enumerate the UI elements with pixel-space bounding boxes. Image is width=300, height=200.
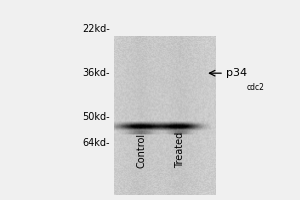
Text: 22kd-: 22kd-	[82, 24, 110, 34]
Text: cdc2: cdc2	[247, 83, 264, 92]
Text: 36kd-: 36kd-	[82, 68, 110, 78]
Text: 50kd-: 50kd-	[82, 112, 110, 122]
Text: p34: p34	[226, 68, 247, 78]
Text: Control: Control	[136, 132, 146, 168]
Text: Treated: Treated	[175, 131, 185, 168]
Text: 64kd-: 64kd-	[82, 138, 110, 148]
